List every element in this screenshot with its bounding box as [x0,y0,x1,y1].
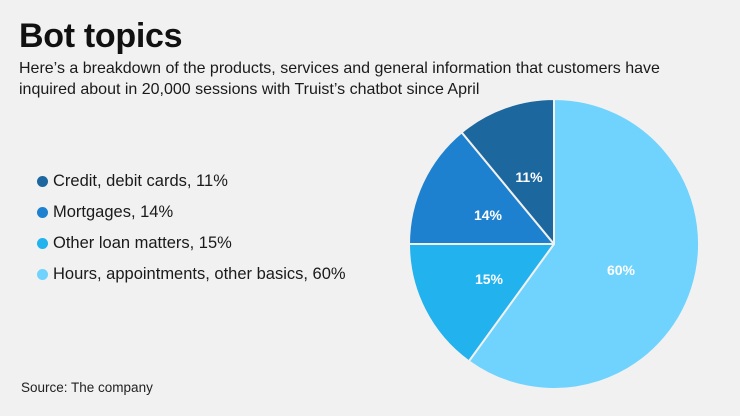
slice-label-60: 60% [607,262,636,278]
legend-dot-icon [37,207,48,218]
legend-item-credit-debit-cards: Credit, debit cards, 11% [37,166,346,197]
legend: Credit, debit cards, 11% Mortgages, 14% … [37,166,346,290]
pie-slice-credit-debit-cards [460,98,555,245]
legend-label: Credit, debit cards, 11% [53,172,228,190]
pie-slice-mortgages [408,131,555,245]
source-note: Source: The company [21,380,153,395]
pie-slice-hours-appointments [467,98,701,390]
legend-item-mortgages: Mortgages, 14% [37,197,346,228]
legend-item-other-loan-matters: Other loan matters, 15% [37,228,346,259]
slice-label-15: 15% [475,271,504,287]
slice-label-11: 11% [515,169,543,185]
legend-label: Mortgages, 14% [53,203,174,221]
legend-label: Other loan matters, 15% [53,234,232,252]
legend-dot-icon [37,176,48,187]
chart-subtitle: Here’s a breakdown of the products, serv… [19,60,660,98]
legend-item-hours-appointments: Hours, appointments, other basics, 60% [37,259,346,290]
slice-label-14: 14% [474,207,503,223]
legend-dot-icon [37,238,48,249]
legend-label: Hours, appointments, other basics, 60% [53,265,346,283]
chart-title: Bot topics [19,17,183,55]
legend-dot-icon [37,269,48,280]
pie-slice-other-loan-matters [408,243,555,363]
